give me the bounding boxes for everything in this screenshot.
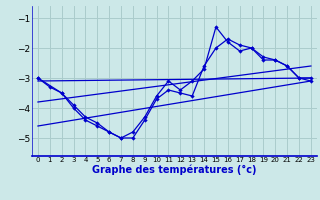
- X-axis label: Graphe des températures (°c): Graphe des températures (°c): [92, 165, 257, 175]
